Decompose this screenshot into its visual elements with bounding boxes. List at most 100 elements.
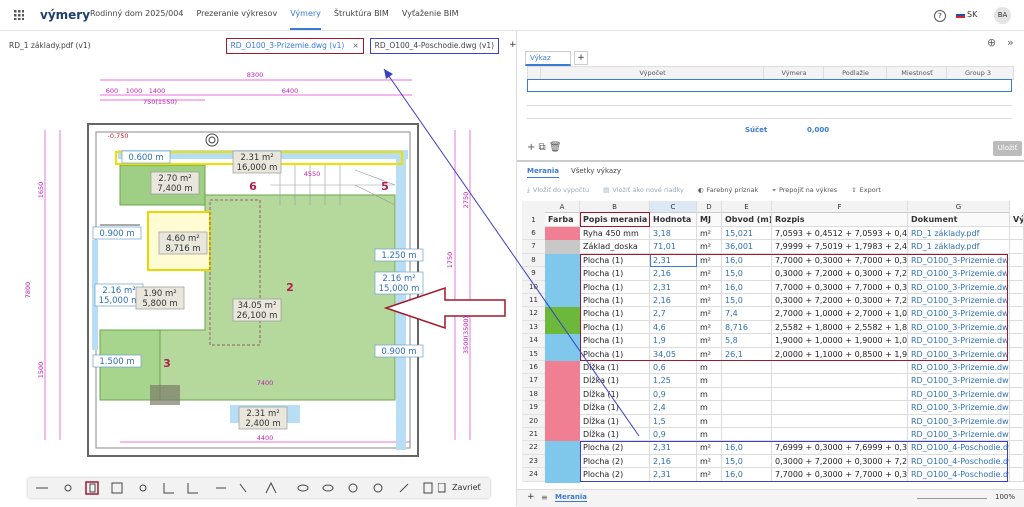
- cell: m²: [697, 334, 722, 348]
- row-number: 23: [522, 454, 545, 469]
- cell: [772, 414, 908, 428]
- dimension: 1500: [37, 362, 45, 379]
- dimension: 1000: [126, 87, 143, 95]
- report-column: Group 3: [946, 67, 1009, 79]
- file-tab[interactable]: RD_1 základy.pdf (v1): [4, 38, 96, 54]
- row-number: 22: [522, 441, 545, 455]
- color-flag: [545, 361, 580, 376]
- close-button[interactable]: Zavrieť: [452, 483, 481, 492]
- apps-icon[interactable]: [14, 10, 24, 20]
- nav-item[interactable]: Vyťaženie BIM: [401, 9, 459, 18]
- measurement-tab[interactable]: Všetky výkazy: [571, 167, 621, 175]
- action-button[interactable]: ⌖ Prepojiť na výkres: [772, 186, 837, 195]
- cell: Plocha (1): [580, 334, 650, 348]
- avatar[interactable]: BA: [994, 7, 1011, 24]
- cell: 4,6: [650, 320, 697, 335]
- row-number: 6: [522, 227, 545, 241]
- report-actions[interactable]: + ⧉ 🗑: [527, 142, 562, 153]
- cell: [1010, 441, 1024, 455]
- color-flag: [545, 253, 580, 269]
- area-label-box: [158, 231, 208, 255]
- area-label: 16,000 m: [237, 163, 278, 173]
- cell: Dĺžka (1): [580, 361, 650, 375]
- cell: 15,0: [722, 294, 772, 308]
- area-label: 26,100 m: [237, 311, 278, 321]
- cell: m²: [697, 347, 722, 361]
- help-button[interactable]: ?: [934, 10, 946, 22]
- cell: 16,0: [722, 253, 772, 268]
- cell: [1010, 374, 1024, 388]
- cell: 0,9: [650, 387, 697, 402]
- save-button[interactable]: Uložiť: [993, 141, 1022, 156]
- language[interactable]: SK: [967, 10, 978, 19]
- area-outline: [209, 199, 261, 346]
- cell: 1,25: [650, 374, 697, 388]
- file-tab[interactable]: RD_O100_4-Poschodie.dwg (v1): [369, 38, 500, 54]
- color-flag: [545, 307, 580, 322]
- cell: [1010, 401, 1024, 415]
- cell: m²: [697, 468, 722, 482]
- color-flag: [545, 454, 580, 470]
- nav-item[interactable]: Prezeranie výkresov: [196, 9, 278, 18]
- dimension: 4400: [257, 434, 274, 442]
- cell: RD_1 základy.pdf: [908, 240, 1010, 254]
- action-button[interactable]: ▤ Vložiť ako nové riadky: [603, 186, 684, 195]
- sum-value: 0,000: [807, 126, 830, 134]
- cell: [1010, 320, 1024, 335]
- fixture: [150, 385, 180, 405]
- action-label: Prepojiť na výkres: [778, 186, 838, 194]
- area-label-box: [92, 354, 142, 368]
- cell: 0,3000 + 7,2000 + 0,3000 + 7,2000: [772, 267, 908, 281]
- splitter[interactable]: [517, 160, 1024, 162]
- top-bar: výmery Rodinný dom 2025/004 Prezeranie vý…: [0, 0, 1024, 31]
- cell: [772, 374, 908, 388]
- cell: 7,7000 + 0,3000 + 7,7000 + 0,3000: [772, 280, 908, 294]
- area-label: 2,400 m: [245, 419, 280, 429]
- cell: m: [697, 414, 722, 428]
- cell: 7,7000 + 0,3000 + 7,7000 + 0,3000: [772, 468, 908, 482]
- cell: m: [697, 428, 722, 442]
- color-flag: [545, 280, 580, 295]
- cell: m²: [697, 227, 722, 241]
- add-user-icon[interactable]: ⊕: [987, 36, 997, 49]
- area-label: 34.05 m²: [238, 301, 277, 311]
- action-button[interactable]: ⇪ Export: [851, 186, 881, 195]
- cell: 0,6: [650, 361, 697, 375]
- cell: 3,18: [650, 227, 697, 241]
- area-label: 8,716 m: [165, 244, 200, 254]
- cell: 2,7000 + 1,0000 + 2,7000 + 1,0000: [772, 307, 908, 321]
- measurement-actions: ⤓ Vložiť do výpočtu ▤ Vložiť ako nové riadk…: [527, 186, 881, 195]
- add-report-tab[interactable]: +: [574, 51, 588, 65]
- nav-item[interactable]: Rodinný dom 2025/004: [90, 9, 184, 18]
- measurement-tab[interactable]: Merania: [527, 167, 559, 178]
- cell: Plocha (1): [580, 253, 650, 268]
- cell: Plocha (1): [580, 307, 650, 321]
- color-flag: [545, 414, 580, 429]
- action-label: Vložiť ako nové riadky: [612, 186, 684, 194]
- close-tab[interactable]: ×: [352, 41, 359, 50]
- add-sheet[interactable]: +: [527, 492, 535, 502]
- new-tab[interactable]: +: [509, 40, 517, 50]
- cell: m²: [697, 294, 722, 308]
- cell: 2,31: [650, 468, 697, 482]
- window-strip: [396, 150, 406, 450]
- cell: [1010, 227, 1024, 241]
- cell: [772, 428, 908, 442]
- sheet-tab[interactable]: Merania: [555, 493, 587, 502]
- action-button[interactable]: ◐ Farebný príznak: [698, 186, 758, 195]
- nav-item[interactable]: Štruktúra BIM: [333, 9, 389, 18]
- logo[interactable]: výmery: [40, 8, 91, 22]
- action-button[interactable]: ⤓ Vložiť do výpočtu: [527, 186, 589, 195]
- file-tab[interactable]: RD_O100_3-Prizemie.dwg (v1) ×: [225, 38, 364, 54]
- cell: 7,7000 + 0,3000 + 7,7000 + 0,3000: [772, 253, 908, 268]
- cell: 1,9: [650, 334, 697, 348]
- cell: [772, 401, 908, 415]
- area-label: 0.900 m: [99, 229, 134, 239]
- collapse-icon[interactable]: »: [1007, 36, 1014, 49]
- report-tab[interactable]: Výkaz: [525, 51, 571, 66]
- report-row: [527, 92, 1012, 106]
- sheet-list[interactable]: ≡: [541, 493, 548, 502]
- nav-item[interactable]: Výmery: [290, 0, 321, 30]
- color-flag: [545, 387, 580, 403]
- zoom-slider[interactable]: [917, 498, 987, 499]
